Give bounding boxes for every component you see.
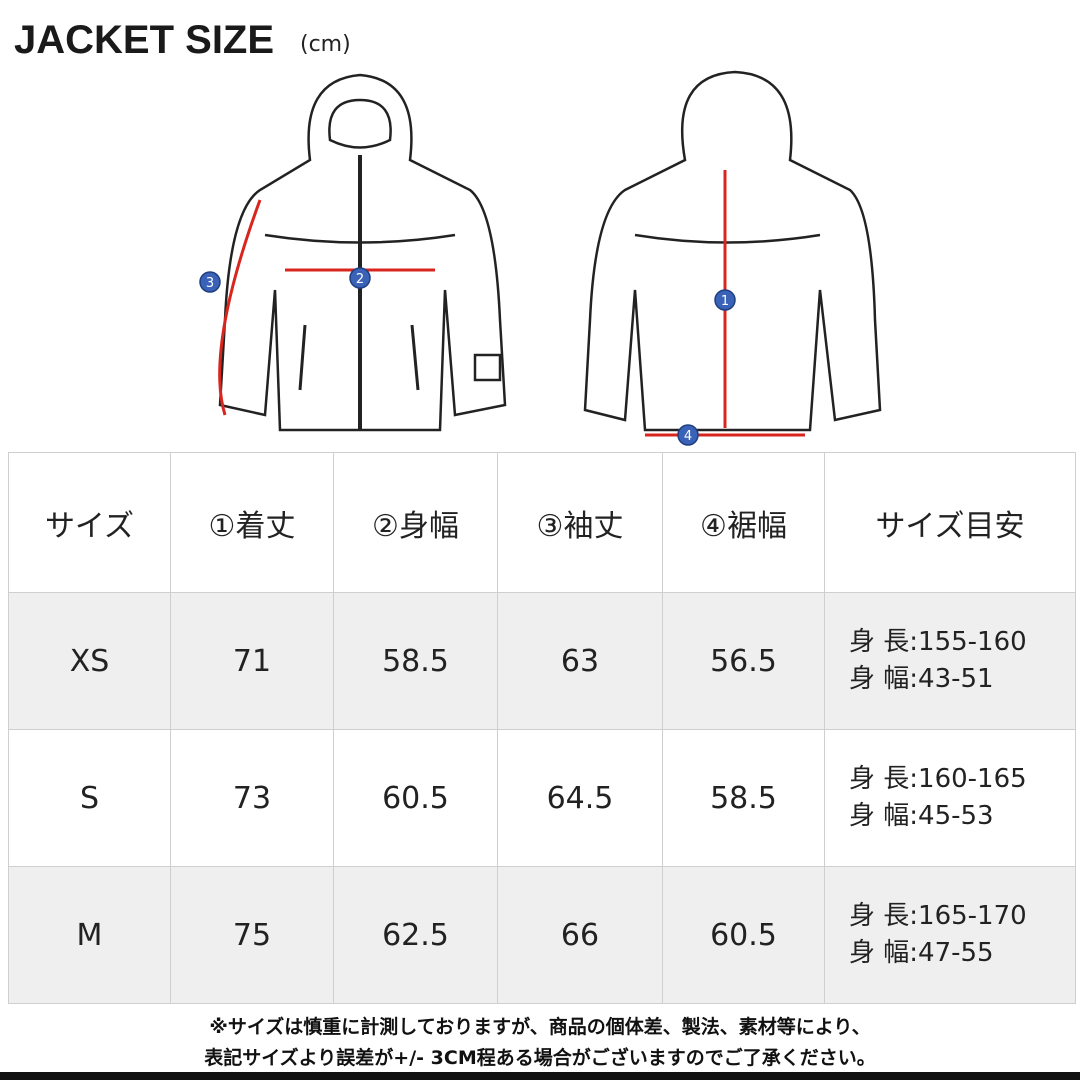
marker-3-icon <box>199 271 221 293</box>
marker-1-label: 1 <box>721 294 729 309</box>
jacket-back-illustration <box>583 70 882 432</box>
header-width: ②身幅 <box>333 452 498 593</box>
jacket-front-illustration <box>218 73 507 432</box>
note-line-1: ※サイズは慎重に計測しておりますが、商品の個体差、製法、素材等により、 <box>209 1016 871 1038</box>
cell-guide: 身 長:155-160 身 幅:43-51 <box>824 592 1076 730</box>
marker-4-label: 4 <box>684 429 692 444</box>
cell-sleeve: 63 <box>497 592 663 730</box>
guide-bust: 身 幅:47-55 <box>849 938 994 968</box>
table-header-row: サイズ ①着丈 ②身幅 ③袖丈 ④裾幅 サイズ目安 <box>8 452 1076 593</box>
unit-label: (cm) <box>300 32 351 57</box>
cell-size: XS <box>8 592 171 730</box>
header-length: ①着丈 <box>170 452 334 593</box>
cell-guide: 身 長:160-165 身 幅:45-53 <box>824 729 1076 867</box>
marker-2-icon <box>349 267 371 289</box>
cell-length: 71 <box>170 592 334 730</box>
cell-length: 75 <box>170 866 334 1004</box>
marker-2-label: 2 <box>356 272 364 287</box>
marker-3-label: 3 <box>206 276 214 291</box>
header-sleeve: ③袖丈 <box>497 452 663 593</box>
bottom-bar <box>0 1072 1080 1080</box>
guide-bust: 身 幅:43-51 <box>849 664 994 694</box>
jacket-diagram: 1 2 3 4 <box>199 70 882 446</box>
header-hem: ④裾幅 <box>662 452 825 593</box>
cell-size: M <box>8 866 171 1004</box>
cell-sleeve: 66 <box>497 866 663 1004</box>
guide-bust: 身 幅:45-53 <box>849 801 994 831</box>
table-row: XS 71 58.5 63 56.5 身 長:155-160 身 幅:43-51 <box>8 592 1076 730</box>
table-row: S 73 60.5 64.5 58.5 身 長:160-165 身 幅:45-53 <box>8 729 1076 867</box>
guide-height: 身 長:165-170 <box>849 901 1027 931</box>
table-row: M 75 62.5 66 60.5 身 長:165-170 身 幅:47-55 <box>8 866 1076 1004</box>
cell-width: 62.5 <box>333 866 498 1004</box>
note-line-2: 表記サイズより誤差が+/- 3CM程ある場合がございますのでご了承ください。 <box>204 1047 876 1069</box>
cell-size: S <box>8 729 171 867</box>
sleeve-arrow <box>218 199 262 416</box>
guide-height: 身 長:155-160 <box>849 627 1027 657</box>
cell-hem: 56.5 <box>662 592 825 730</box>
marker-4-icon <box>677 424 699 446</box>
cell-width: 60.5 <box>333 729 498 867</box>
cell-hem: 60.5 <box>662 866 825 1004</box>
size-table: サイズ ①着丈 ②身幅 ③袖丈 ④裾幅 サイズ目安 XS 71 58.5 63 … <box>8 452 1076 1004</box>
cell-length: 73 <box>170 729 334 867</box>
header-size: サイズ <box>8 452 171 593</box>
cell-hem: 58.5 <box>662 729 825 867</box>
cell-width: 58.5 <box>333 592 498 730</box>
page-title: JACKET SIZE <box>14 18 275 62</box>
guide-height: 身 長:160-165 <box>849 764 1027 794</box>
cell-sleeve: 64.5 <box>497 729 663 867</box>
header-guide: サイズ目安 <box>824 452 1076 593</box>
marker-1-icon <box>714 289 736 311</box>
cell-guide: 身 長:165-170 身 幅:47-55 <box>824 866 1076 1004</box>
